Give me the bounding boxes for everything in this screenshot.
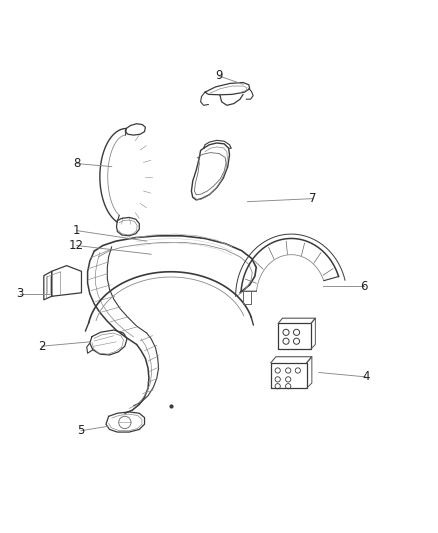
Text: 5: 5 (78, 424, 85, 437)
Text: 6: 6 (360, 280, 367, 293)
Text: 7: 7 (309, 192, 317, 205)
Text: 2: 2 (38, 340, 46, 353)
Text: 12: 12 (69, 239, 84, 252)
Text: 4: 4 (362, 370, 370, 383)
Text: 8: 8 (73, 157, 80, 170)
Text: 9: 9 (215, 69, 223, 83)
Text: 1: 1 (73, 224, 81, 237)
Text: 3: 3 (16, 287, 23, 300)
